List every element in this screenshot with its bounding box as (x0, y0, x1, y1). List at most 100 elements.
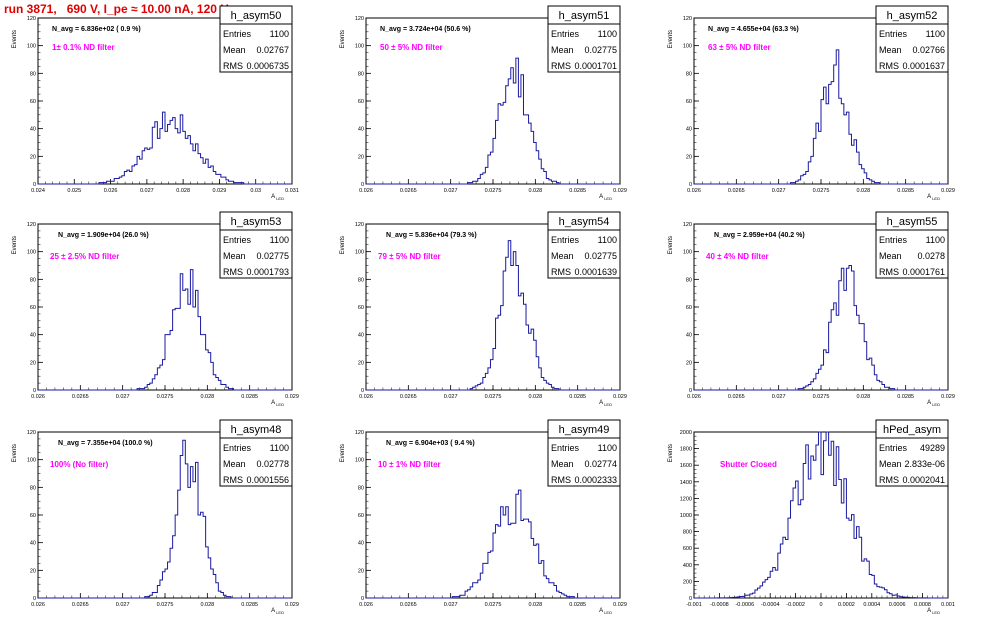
stats-box (547, 437, 621, 487)
x-tick-label: 0.0285 (569, 602, 586, 608)
x-tick-label: 0.0285 (569, 188, 586, 194)
x-tick-label: 0.029 (613, 602, 627, 608)
stats-value-mean: 0.02775 (256, 251, 289, 261)
x-tick-label: 0.0285 (897, 394, 914, 400)
y-axis-label: Events (340, 236, 346, 254)
x-tick-label: -0.0004 (761, 602, 780, 608)
x-tick-label: 0.0275 (485, 394, 502, 400)
x-tick-label: 0.025 (67, 188, 81, 194)
stats-label-rms: RMS (551, 267, 571, 277)
x-axis-label: A LED (927, 608, 940, 615)
stats-box (875, 23, 949, 73)
x-tick-label: 0.029 (613, 188, 627, 194)
y-tick-label: 100 (355, 250, 364, 256)
y-tick-label: 20 (686, 360, 692, 366)
n-avg-label: N_avg = 1.909e+04 (26.0 %) (58, 232, 149, 239)
histogram-line (38, 269, 292, 391)
stats-value-rms: 0.0001556 (246, 475, 289, 485)
stats-label-mean: Mean (879, 251, 902, 261)
stats-value-rms: 0.0001637 (902, 61, 945, 71)
y-tick-label: 80 (358, 71, 364, 77)
filter-label: 63 ± 5% ND filter (708, 43, 771, 52)
x-tick-label: 0.028 (528, 394, 542, 400)
x-tick-label: 0.029 (285, 394, 299, 400)
stats-value-entries: 49289 (920, 443, 945, 453)
y-tick-label: 20 (358, 568, 364, 574)
y-tick-label: 60 (358, 513, 364, 519)
stats-value-mean: 0.02774 (584, 459, 617, 469)
x-tick-label: 0.028 (200, 394, 214, 400)
y-tick-label: 20 (30, 568, 36, 574)
stats-box (219, 229, 293, 279)
x-tick-label: 0.028 (176, 188, 190, 194)
y-tick-label: 40 (358, 333, 364, 339)
stats-value-entries: 1100 (598, 443, 617, 453)
x-tick-label: 0.026 (687, 188, 701, 194)
x-tick-label: 0.001 (941, 602, 955, 608)
x-tick-label: 0.0008 (914, 602, 931, 608)
n-avg-label: N_avg = 6.836e+02 ( 0.9 %) (52, 26, 141, 33)
stats-label-mean: Mean (551, 459, 574, 469)
n-avg-label: N_avg = 4.655e+04 (63.3 %) (708, 26, 799, 33)
y-tick-label: 1400 (680, 480, 692, 486)
x-axis-label: A LED (927, 194, 940, 201)
y-tick-label: 120 (355, 222, 364, 228)
y-tick-label: 20 (30, 360, 36, 366)
stats-value-mean: 2.833e-06 (904, 459, 945, 469)
histogram-line (694, 49, 948, 185)
histogram-line (694, 265, 948, 391)
stats-label-rms: RMS (879, 267, 899, 277)
x-tick-label: -0.0008 (710, 602, 729, 608)
n-avg-label: N_avg = 3.724e+04 (50.6 %) (380, 26, 471, 33)
y-tick-label: 100 (27, 458, 36, 464)
y-tick-label: 80 (358, 277, 364, 283)
histogram-line (366, 240, 620, 391)
x-tick-label: 0.026 (359, 394, 373, 400)
stats-label-entries: Entries (879, 443, 908, 453)
y-axis-label: Events (12, 30, 18, 48)
stats-label-entries: Entries (879, 29, 908, 39)
histogram-line (366, 57, 620, 185)
y-tick-label: 40 (358, 541, 364, 547)
filter-label: 25 ± 2.5% ND filter (50, 252, 119, 261)
x-tick-label: 0.026 (104, 188, 118, 194)
histogram-name: h_asym53 (231, 216, 282, 228)
stats-label-entries: Entries (551, 29, 580, 39)
stats-value-entries: 1100 (598, 29, 617, 39)
histogram-panel-hPed_asym: Events 0 200 400 600 800 1000 1200 1400 1600 1800 2… (668, 419, 955, 615)
x-tick-label: 0.028 (856, 188, 870, 194)
y-tick-label: 120 (683, 16, 692, 22)
stats-label-mean: Mean (879, 459, 902, 469)
histogram-panel-h_asym48: Events 0 20 40 60 80 100 120 0.026 0.0265 0.027 0.0… (12, 419, 299, 615)
filter-label: 1± 0.1% ND filter (52, 43, 115, 52)
x-tick-label: 0.0275 (485, 188, 502, 194)
stats-box (547, 229, 621, 279)
histogram-panel-h_asym52: Events 0 20 40 60 80 100 120 0.026 0.0265 0.027 0.0… (668, 5, 955, 201)
x-axis-label: A LED (271, 400, 284, 407)
x-tick-label: 0.0265 (728, 188, 745, 194)
stats-value-mean: 0.02775 (584, 251, 617, 261)
x-tick-label: 0.026 (31, 602, 45, 608)
stats-value-rms: 0.0002333 (574, 475, 617, 485)
stats-value-mean: 0.02775 (584, 45, 617, 55)
stats-value-entries: 1100 (270, 443, 289, 453)
histogram-name: h_asym55 (887, 216, 938, 228)
x-axis-label: A LED (927, 400, 940, 407)
y-tick-label: 80 (358, 485, 364, 491)
x-tick-label: 0 (819, 602, 822, 608)
x-tick-label: 0.0002 (838, 602, 855, 608)
stats-label-entries: Entries (223, 235, 252, 245)
stats-value-mean: 0.02766 (912, 45, 945, 55)
y-axis-label: Events (668, 236, 674, 254)
y-tick-label: 0 (689, 596, 692, 602)
y-tick-label: 60 (358, 99, 364, 105)
histogram-line (38, 439, 292, 599)
stats-label-entries: Entries (223, 443, 252, 453)
y-tick-label: 0 (361, 596, 364, 602)
x-tick-label: 0.031 (285, 188, 299, 194)
histogram-name: h_asym50 (231, 10, 282, 22)
stats-box (219, 23, 293, 73)
stats-value-entries: 1100 (926, 29, 945, 39)
x-tick-label: 0.0265 (400, 602, 417, 608)
